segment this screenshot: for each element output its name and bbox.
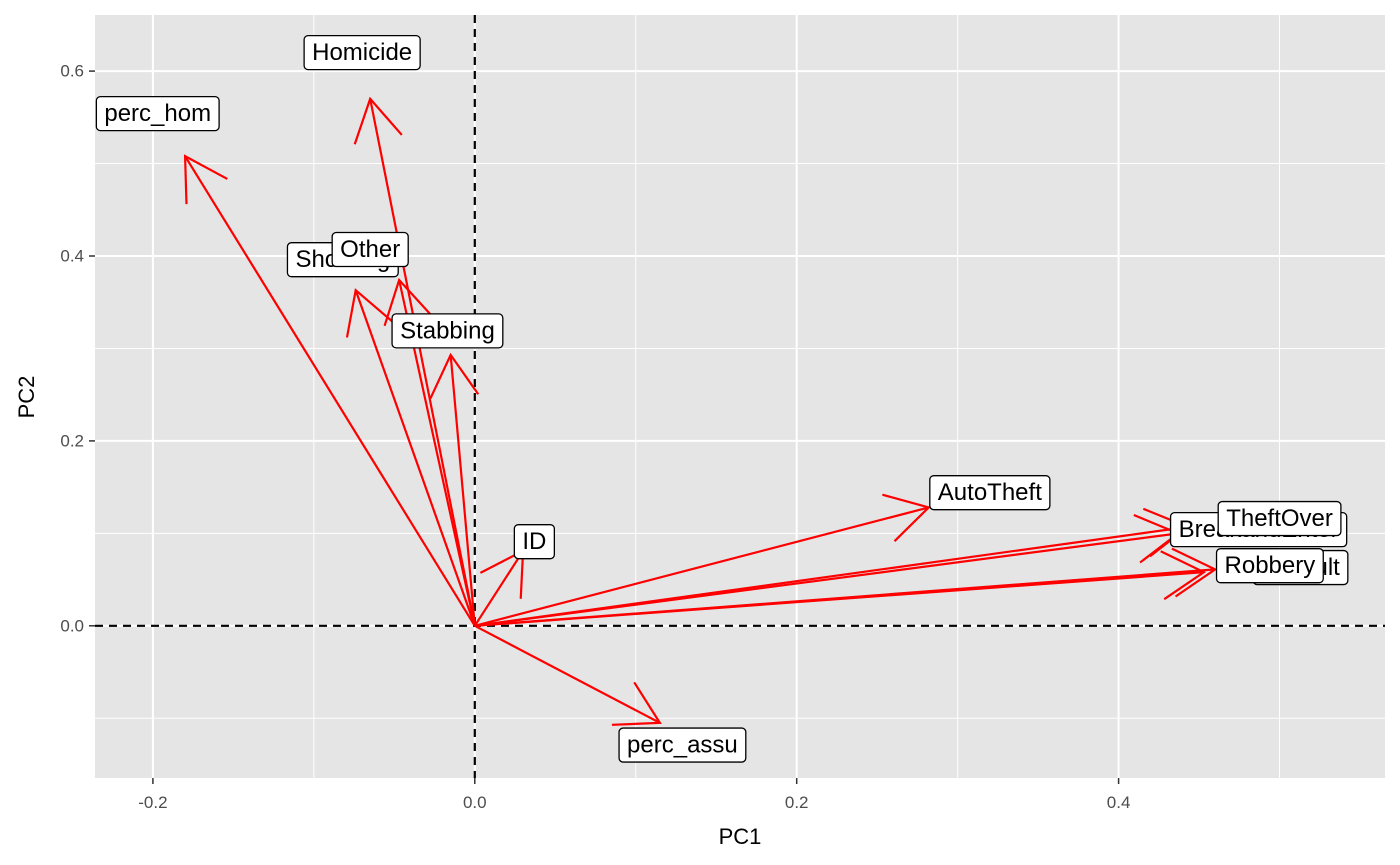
vector-line: [184, 155, 476, 627]
vector-label-Robbery: Robbery: [1215, 548, 1324, 584]
vector-label-Homicide: Homicide: [303, 34, 421, 71]
vector-arrowhead: [183, 154, 228, 205]
vector-label-box: [1215, 548, 1324, 584]
reference-lines: [95, 15, 1385, 778]
vector-label-text: Other: [340, 236, 400, 263]
vector-arrowhead: [882, 493, 931, 542]
vector-arrowhead: [345, 288, 393, 338]
minor-gridlines: [95, 15, 1385, 778]
vector-Homicide: [353, 96, 476, 627]
vector-arrowhead: [429, 352, 480, 399]
vector-label-box: [513, 524, 556, 560]
vector-perc_hom: [183, 154, 476, 627]
y-axis-ticks: 0.0 0.2 0.4 0.6: [60, 62, 95, 635]
vector-label-text: AutoTheft: [938, 479, 1042, 506]
vector-label-text: ID: [522, 528, 546, 555]
vector-label-box: [618, 727, 747, 763]
vector-label-box: [1217, 500, 1342, 537]
vector-label-text: perc_hom: [104, 100, 211, 127]
vector-line: [369, 98, 476, 627]
vector-line: [473, 550, 525, 627]
vector-perc_assu: [474, 624, 662, 726]
vector-label-text: Stabbing: [400, 317, 495, 344]
vector-label-box: [303, 34, 421, 71]
y-tick-label: 0.6: [60, 62, 84, 81]
y-tick-label: 0.4: [60, 247, 84, 266]
vector-line: [474, 525, 1188, 627]
x-tick-label: 0.2: [785, 793, 809, 812]
x-axis-title: PC1: [719, 824, 762, 849]
x-tick-label: 0.0: [463, 793, 487, 812]
vector-label-text: perc_assu: [627, 732, 738, 759]
vector-arrowhead: [383, 277, 433, 327]
x-tick-label: -0.2: [138, 793, 167, 812]
vector-label-text: Robbery: [1225, 552, 1316, 579]
vector-label-box: [391, 313, 504, 349]
vector-label-box: [95, 95, 220, 132]
y-tick-label: 0.0: [60, 616, 84, 635]
vector-arrowhead: [1160, 550, 1207, 601]
vector-Stabbing: [429, 352, 480, 626]
x-tick-label: 0.4: [1107, 793, 1131, 812]
vector-arrowhead: [353, 96, 403, 145]
y-axis-title: PC2: [14, 376, 39, 419]
vector-line: [474, 506, 929, 627]
vector-arrowhead: [611, 681, 662, 726]
vector-label-Other: Other: [331, 231, 409, 268]
vector-label-box: [331, 231, 409, 268]
vector-label-perc_assu: perc_assu: [618, 727, 747, 763]
vector-AutoTheft: [474, 493, 931, 627]
vector-arrowhead: [1171, 547, 1218, 598]
vector-line: [474, 624, 661, 724]
vector-label-TheftOver: TheftOver: [1217, 500, 1342, 537]
vector-label-Stabbing: Stabbing: [391, 313, 504, 349]
x-axis-ticks: -0.2 0.0 0.2 0.4: [138, 778, 1130, 812]
vector-labels: Homicideperc_homShootingOtherStabbingIDA…: [95, 34, 1349, 763]
vector-label-box: [929, 475, 1051, 511]
vector-label-ID: ID: [513, 524, 556, 560]
vector-label-perc_hom: perc_hom: [95, 95, 220, 132]
vector-line: [474, 571, 1204, 627]
vector-label-AutoTheft: AutoTheft: [929, 475, 1051, 511]
vector-label-text: Homicide: [312, 39, 412, 66]
vector-Robbery: [474, 550, 1207, 627]
plot-panel: [95, 15, 1385, 778]
y-tick-label: 0.2: [60, 431, 84, 450]
vector-Shooting: [345, 288, 476, 627]
vector-line: [449, 354, 476, 626]
vector-label-text: TheftOver: [1226, 505, 1333, 532]
vector-line: [354, 289, 476, 627]
